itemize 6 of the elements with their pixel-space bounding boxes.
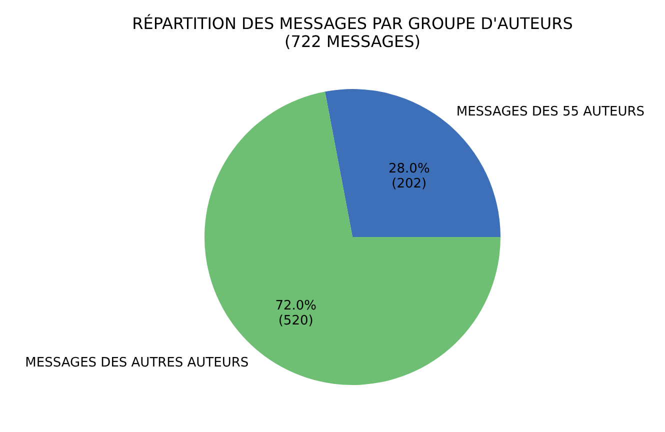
text: RÉPARTITION DES MESSAGES PAR GROUPE D'AUTEURS <box>132 14 573 33</box>
data-label: 28.0% (202) <box>388 162 430 192</box>
slice-label: MESSAGES DES AUTRES AUTEURS <box>25 355 249 370</box>
text: (722 MESSAGES) <box>284 32 420 51</box>
data-label: 72.0% (520) <box>275 298 317 328</box>
slice-label: MESSAGES DES 55 AUTEURS <box>456 104 645 120</box>
